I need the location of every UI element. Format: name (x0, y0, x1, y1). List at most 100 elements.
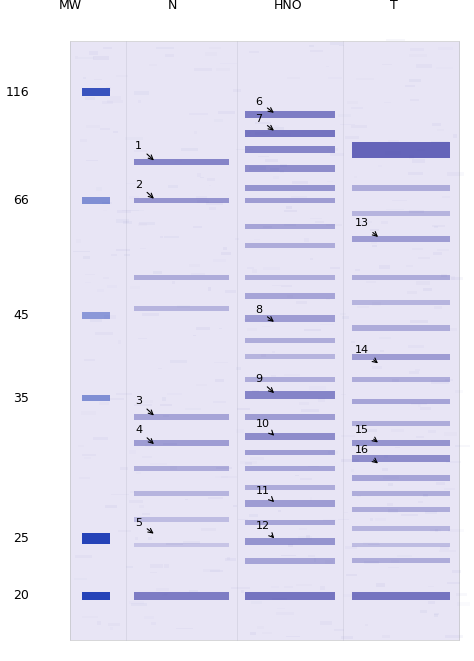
Bar (94, 79, 102, 81)
Bar (385, 151, 401, 155)
Bar (150, 572, 157, 573)
Bar (219, 328, 222, 329)
Bar (107, 285, 117, 288)
Bar (352, 543, 450, 547)
Bar (416, 282, 429, 285)
Bar (354, 176, 357, 178)
Bar (330, 42, 344, 45)
Bar (75, 239, 81, 243)
Bar (93, 56, 109, 59)
Bar (434, 615, 438, 617)
Bar (156, 588, 170, 591)
Bar (291, 196, 307, 198)
Bar (381, 221, 388, 224)
Bar (264, 268, 280, 270)
Bar (245, 243, 335, 248)
Bar (120, 467, 128, 471)
Bar (193, 335, 196, 336)
Bar (168, 184, 178, 188)
Bar (134, 414, 228, 420)
Bar (245, 377, 335, 381)
Bar (78, 446, 84, 447)
Bar (372, 302, 382, 306)
Bar (166, 543, 183, 545)
Bar (129, 196, 139, 198)
Bar (156, 47, 174, 48)
Bar (300, 477, 312, 480)
Bar (376, 584, 385, 587)
Bar (272, 285, 281, 286)
Bar (441, 274, 447, 277)
Bar (97, 289, 104, 292)
Bar (245, 146, 335, 153)
Bar (225, 290, 236, 293)
Bar (352, 325, 450, 331)
Text: 20: 20 (13, 590, 29, 602)
Bar (82, 77, 86, 79)
Bar (97, 621, 101, 625)
Bar (310, 258, 313, 260)
Bar (123, 221, 132, 224)
Bar (150, 463, 167, 465)
Bar (272, 351, 275, 353)
Bar (345, 546, 357, 549)
Bar (276, 612, 294, 615)
Text: 7: 7 (255, 114, 273, 130)
Bar (237, 519, 248, 520)
Bar (216, 467, 232, 469)
Text: 1: 1 (135, 141, 153, 159)
Bar (310, 497, 312, 501)
Text: 16: 16 (355, 446, 377, 463)
Bar (82, 616, 98, 618)
Bar (379, 265, 390, 269)
Bar (71, 41, 459, 641)
Bar (139, 505, 144, 508)
Bar (428, 586, 434, 588)
Bar (247, 329, 257, 331)
Bar (408, 345, 424, 348)
Bar (158, 368, 162, 369)
Bar (145, 444, 151, 447)
Bar (280, 164, 287, 167)
Bar (189, 264, 200, 266)
Text: 5: 5 (135, 518, 153, 533)
Bar (273, 176, 279, 179)
Text: 14: 14 (355, 346, 377, 362)
Bar (236, 367, 241, 370)
Bar (292, 181, 308, 184)
Bar (446, 379, 453, 381)
Text: 45: 45 (13, 309, 29, 322)
Bar (352, 141, 450, 157)
Bar (351, 126, 366, 128)
Bar (436, 482, 445, 485)
Bar (409, 371, 419, 373)
Bar (241, 590, 244, 594)
Bar (326, 65, 329, 67)
Bar (383, 468, 388, 471)
Bar (79, 477, 90, 479)
Bar (245, 185, 335, 190)
Bar (445, 635, 463, 637)
Bar (215, 379, 224, 381)
Bar (216, 68, 230, 71)
Bar (84, 360, 95, 362)
Bar (352, 455, 450, 462)
Bar (352, 300, 450, 305)
Bar (250, 632, 256, 635)
Bar (247, 132, 251, 134)
Bar (240, 461, 257, 464)
Bar (444, 488, 455, 490)
Bar (245, 293, 335, 299)
Bar (283, 224, 296, 226)
Bar (357, 495, 361, 497)
Bar (257, 626, 264, 629)
Bar (310, 50, 322, 52)
Bar (227, 557, 230, 560)
Bar (410, 320, 428, 323)
Text: HNO: HNO (273, 0, 302, 13)
Bar (139, 221, 155, 225)
Bar (185, 408, 201, 410)
Bar (365, 623, 367, 626)
Bar (196, 383, 207, 385)
Bar (140, 248, 146, 249)
